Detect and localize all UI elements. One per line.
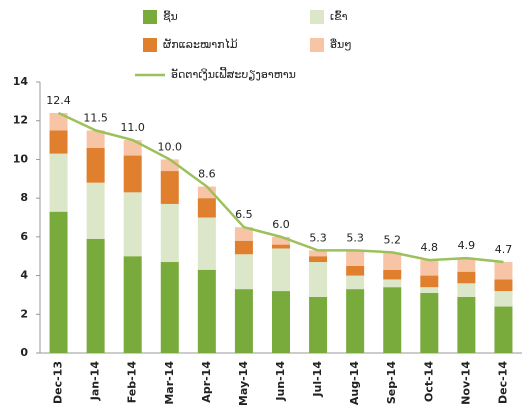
data-label: 4.9	[458, 239, 476, 252]
bar-segment	[123, 256, 142, 353]
bar-segment	[123, 155, 142, 193]
x-tick-label: Sep-14	[385, 361, 398, 404]
bar-segment	[346, 275, 365, 290]
bar-segment	[494, 291, 513, 307]
bar-segment	[49, 112, 68, 131]
bar-segment	[346, 250, 365, 266]
data-label: 12.4	[46, 94, 71, 107]
x-tick-label: Jun-14	[274, 361, 287, 402]
x-tick-label: Aug-14	[348, 361, 361, 405]
y-tick-label: 8	[20, 191, 28, 204]
legend-label: ອັດຕາເງິນເຟີ້ສະບຽງອາຫານ	[171, 67, 296, 81]
data-label: 5.3	[309, 231, 327, 244]
x-tick-label: Jul-14	[311, 361, 324, 398]
bar-segment	[197, 198, 216, 218]
legend-label: ຊີ້ນ	[163, 10, 178, 23]
x-tick-label: Oct-14	[422, 361, 435, 402]
legend-label: ເຂົ້າ	[330, 10, 348, 23]
legend-swatch	[143, 38, 157, 52]
x-tick-label: Apr-14	[200, 361, 213, 403]
bar-segment	[494, 306, 513, 353]
data-label: 6.0	[272, 218, 290, 231]
legend-swatch	[310, 10, 324, 24]
bar-segment	[49, 211, 68, 353]
line	[58, 111, 504, 264]
bar-segment	[457, 296, 476, 353]
bar-segment	[457, 271, 476, 284]
bar-segment	[420, 275, 439, 288]
y-tick-label: 2	[20, 307, 28, 320]
data-label: 6.5	[235, 208, 253, 221]
y-tick-label: 4	[20, 269, 28, 282]
bar-segment	[383, 279, 402, 288]
y-tick-label: 6	[20, 230, 28, 243]
y-tick-label: 10	[13, 152, 29, 165]
bar-segment	[457, 258, 476, 272]
legend-label: ອື່ນໆ	[330, 38, 352, 51]
bar-segment	[197, 186, 216, 199]
y-tick-label: 0	[20, 346, 28, 359]
bar-segment	[457, 283, 476, 297]
bar-segment	[494, 279, 513, 292]
x-tick-label: Dec-13	[52, 361, 65, 404]
bar-segment	[272, 236, 290, 245]
bar-segment	[197, 269, 216, 353]
x-tick-label: Mar-14	[163, 361, 176, 405]
data-label: 8.6	[198, 168, 216, 181]
x-tick-label: Dec-14	[496, 361, 509, 404]
bar-segment	[309, 262, 328, 297]
bar-segment	[420, 287, 439, 293]
bar-segment	[160, 203, 179, 263]
bar-segment	[494, 262, 513, 280]
bar-segment	[383, 252, 402, 270]
bar-segment	[420, 292, 439, 353]
data-label: 4.8	[421, 241, 439, 254]
data-label: 10.0	[158, 140, 183, 153]
bar-segment	[160, 159, 179, 172]
bar-segment	[86, 238, 105, 353]
bar-segment	[234, 289, 253, 353]
y-tick-label: 14	[13, 75, 29, 88]
bar-segment	[234, 240, 253, 255]
x-tick-label: Jan-14	[89, 361, 102, 402]
bar-segment	[123, 140, 142, 156]
bar-segment	[197, 217, 216, 270]
bar-segment	[309, 250, 328, 257]
bar-segment	[383, 287, 402, 353]
bar-segment	[309, 256, 328, 263]
bar-segment	[272, 244, 290, 249]
x-tick-label: Nov-14	[459, 361, 472, 405]
bar-segment	[272, 248, 290, 292]
bar-segment	[86, 182, 105, 239]
bar-segment	[309, 296, 328, 353]
data-label: 4.7	[495, 243, 513, 256]
bar-segment	[160, 171, 179, 204]
legend-label: ຜັກແລະໝາກໄມ້	[163, 38, 238, 51]
y-tick-label: 12	[13, 114, 28, 127]
data-label: 5.3	[346, 231, 364, 244]
x-tick-label: Feb-14	[126, 361, 139, 404]
bar-segment	[420, 260, 439, 276]
bar-segment	[234, 254, 253, 290]
bar-segment	[123, 192, 142, 257]
legend-swatch	[143, 10, 157, 24]
bar-segment	[49, 130, 68, 154]
x-tick-label: May-14	[237, 361, 250, 405]
bar-segment	[272, 291, 290, 353]
data-label: 5.2	[383, 233, 401, 246]
bar-segment	[346, 265, 365, 276]
bar-segment	[49, 153, 68, 212]
bar-segment	[346, 289, 365, 353]
bar-segment	[86, 147, 105, 183]
bar-segment	[383, 269, 402, 280]
bar-segment	[234, 227, 253, 241]
data-label: 11.0	[120, 121, 145, 134]
data-label: 11.5	[83, 111, 108, 124]
legend-swatch	[310, 38, 324, 52]
bar-segment	[86, 130, 105, 148]
bar-segment	[160, 262, 179, 353]
